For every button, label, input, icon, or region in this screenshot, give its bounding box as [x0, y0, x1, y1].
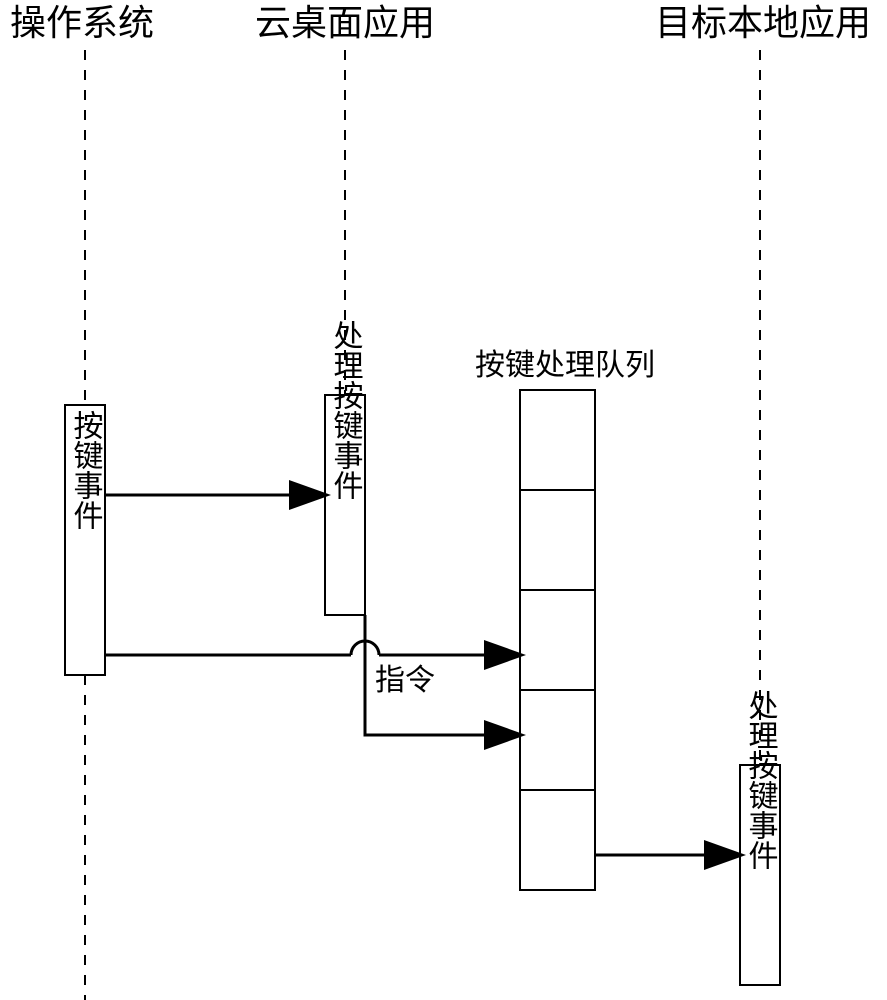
arrow-os-to-queue [105, 641, 520, 655]
lifeline-os-label: 操作系统 [10, 3, 154, 43]
key-queue [520, 390, 595, 890]
queue-header: 按键处理队列 [475, 349, 655, 382]
local-process-label: 处理按键事件 [744, 690, 779, 870]
instruction-label: 指令 [375, 664, 435, 697]
cloud-process-label: 处理按键事件 [329, 320, 364, 500]
lifeline-cloud-label: 云桌面应用 [255, 3, 435, 43]
lifeline-local-label: 目标本地应用 [655, 3, 871, 43]
os-keyevent-label: 按键事件 [69, 410, 104, 530]
